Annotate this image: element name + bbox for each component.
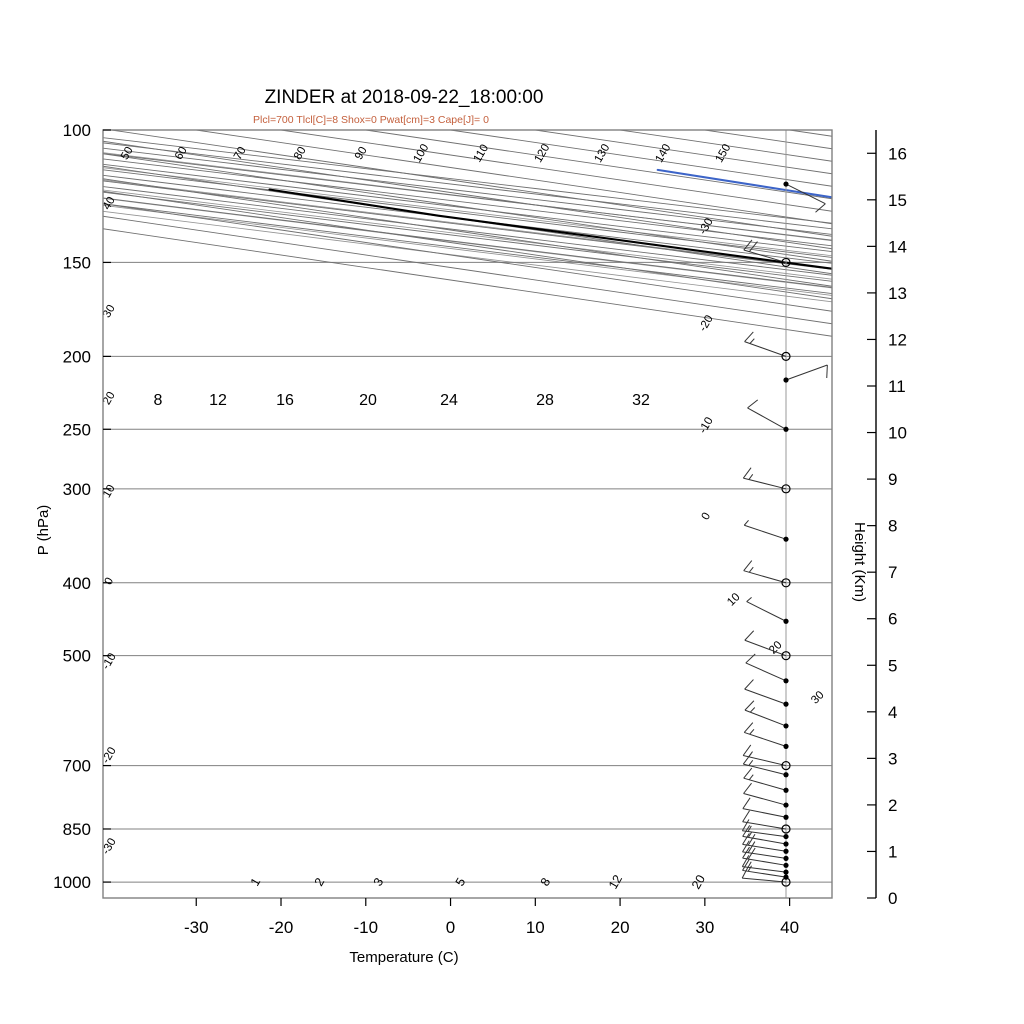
wind-barb (742, 797, 789, 820)
wind-barb (741, 819, 789, 840)
page-title: ZINDER at 2018-09-22_18:00:00 (265, 87, 544, 108)
moist-adiabat-label-28: 28 (536, 392, 554, 409)
isotherm-label-left-10: 10 (101, 483, 118, 500)
height-tick-label-2: 2 (888, 796, 897, 815)
wind-barb (746, 596, 789, 624)
height-tick-label-3: 3 (888, 749, 897, 768)
moist-adiabat-label-32: 32 (632, 392, 650, 409)
moist-adiabat-label-24: 24 (440, 392, 458, 409)
dry-adiabat-label-90: 90 (353, 145, 370, 162)
wind-barb (742, 859, 789, 880)
wind-barb (745, 653, 789, 684)
p-tick-label-100: 100 (63, 121, 91, 140)
wind-barb (743, 722, 789, 749)
wind-barb (744, 679, 789, 707)
x-tick-label--10: -10 (353, 918, 378, 937)
height-tick-label-0: 0 (888, 889, 897, 908)
wind-barb (744, 630, 791, 661)
moist-adiabat-label-16: 16 (276, 392, 294, 409)
p-tick-label-250: 250 (63, 420, 91, 439)
moist-adiabat-label-20: 20 (359, 392, 377, 409)
mixing-ratio-label-20: 20 (689, 872, 708, 891)
p-tick-label-500: 500 (63, 647, 91, 666)
height-tick-label-4: 4 (888, 703, 897, 722)
dry-adiabat-label-60: 60 (173, 145, 190, 162)
height-tick-label-14: 14 (888, 237, 907, 256)
height-tick-label-7: 7 (888, 563, 897, 582)
height-tick-label-15: 15 (888, 191, 907, 210)
dry-adiabat-label-80: 80 (292, 145, 309, 162)
wind-barb (742, 810, 791, 834)
height-tick-label-13: 13 (888, 284, 907, 303)
chart-subtitle: Plcl=700 Tlcl[C]=8 Shox=0 Pwat[cm]=3 Cap… (253, 114, 489, 126)
x-tick-label-10: 10 (526, 918, 545, 937)
wind-barb (743, 239, 791, 268)
wind-barb (742, 840, 789, 861)
height-tick-label-12: 12 (888, 330, 907, 349)
grid-layer (103, 130, 832, 883)
wind-barb (783, 181, 826, 213)
wind-barb-layer (741, 130, 828, 898)
p-tick-label-300: 300 (63, 480, 91, 499)
isotherm-label-left-0: 0 (103, 576, 117, 588)
height-tick-label-11: 11 (888, 377, 906, 396)
isotherm-label-left-20: 20 (101, 390, 118, 407)
dry-adiabat-label-40: 40 (101, 195, 118, 212)
height-tick-label-5: 5 (888, 656, 897, 675)
wind-barb (743, 767, 789, 793)
wind-barb (747, 399, 789, 432)
dry-adiabat-label-50: 50 (119, 145, 136, 162)
x-tick-label-20: 20 (611, 918, 630, 937)
p-tick-label-150: 150 (63, 253, 91, 272)
x-tick-label-40: 40 (780, 918, 799, 937)
p-tick-label-1000: 1000 (53, 873, 91, 892)
p-tick-label-200: 200 (63, 347, 91, 366)
y-axis-label: P (hPa) (35, 505, 52, 556)
x-tick-label-0: 0 (446, 918, 455, 937)
wind-barb (744, 700, 789, 729)
p-tick-label-400: 400 (63, 574, 91, 593)
isotherm-label-left-30: 30 (101, 303, 118, 320)
p-tick-label-700: 700 (63, 757, 91, 776)
moist-adiabat-label-12: 12 (209, 392, 227, 409)
x-axis-label: Temperature (C) (349, 949, 458, 966)
wind-barb (742, 833, 789, 854)
y2-axis-label: Height (Km) (851, 522, 868, 602)
height-tick-label-16: 16 (888, 144, 907, 163)
moist-adiabat-label-8: 8 (154, 392, 163, 409)
wind-barb (783, 364, 828, 383)
height-tick-label-8: 8 (888, 517, 897, 536)
wind-barb (741, 855, 789, 875)
wind-barb (742, 744, 791, 771)
isotherm-label-right-0: 0 (700, 511, 714, 523)
wind-barb (742, 467, 791, 494)
grid-label-layer: 50 60 70 80 90 100 110 120 130 140 150403020100-10… (100, 142, 827, 891)
wind-barb (743, 520, 789, 542)
wind-barb (744, 331, 791, 361)
height-tick-label-10: 10 (888, 424, 907, 443)
dry-adiabat-label-70: 70 (232, 145, 249, 162)
height-tick-label-1: 1 (888, 842, 897, 861)
height-tick-label-6: 6 (888, 610, 897, 629)
x-tick-label--20: -20 (269, 918, 294, 937)
p-tick-label-850: 850 (63, 820, 91, 839)
wind-barb (743, 782, 789, 808)
x-tick-label-30: 30 (695, 918, 714, 937)
height-tick-label-9: 9 (888, 470, 897, 489)
mixing-ratio-label-12: 12 (606, 872, 625, 891)
wind-barb (742, 753, 789, 778)
x-tick-label--30: -30 (184, 918, 209, 937)
wind-barb (743, 560, 791, 588)
